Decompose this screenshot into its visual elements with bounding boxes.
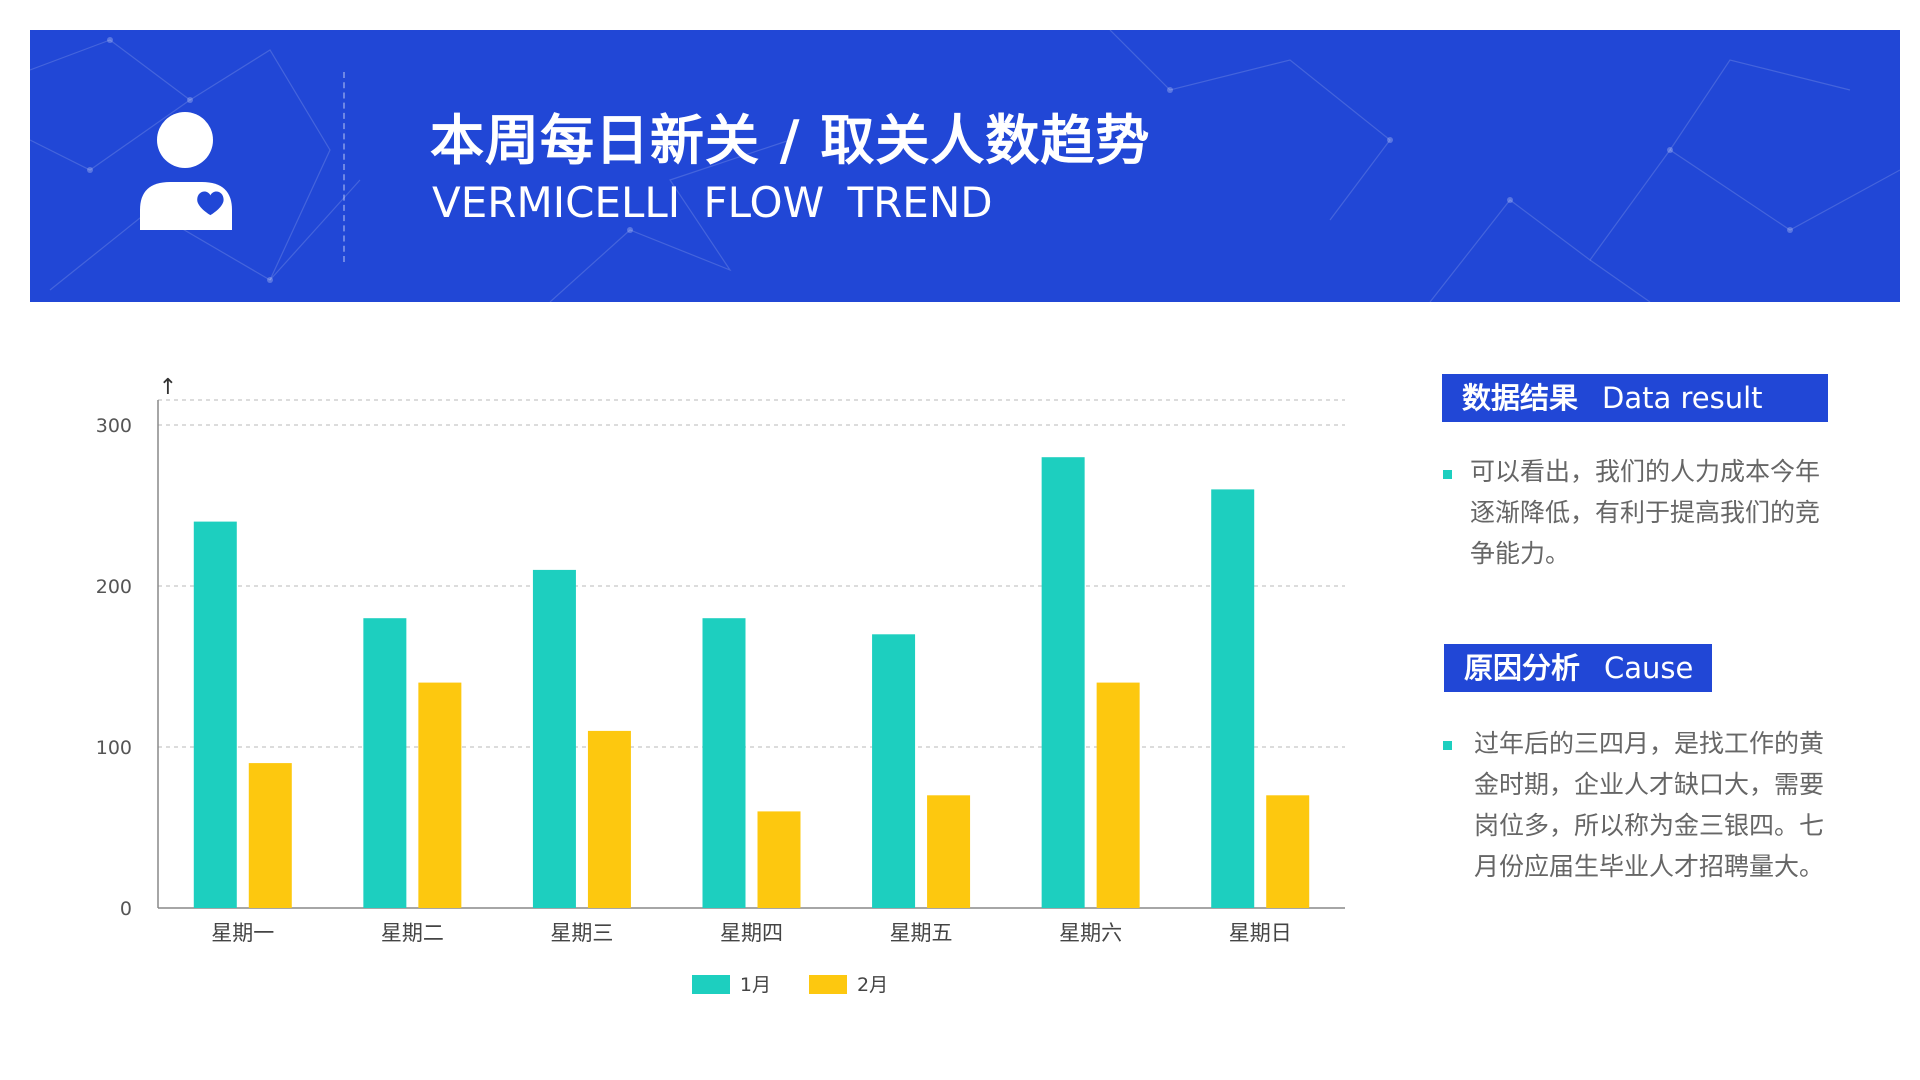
bullet-icon	[1443, 470, 1452, 479]
x-tick-label: 星期六	[1059, 921, 1122, 945]
bar-series-2	[418, 682, 462, 908]
chart-legend: 1月 2月	[0, 970, 1580, 997]
bar-series-1	[702, 618, 746, 908]
data-result-heading: 数据结果 Data result	[1442, 374, 1828, 422]
bar-series-1	[1041, 457, 1085, 908]
bar-series-1	[872, 634, 916, 908]
bar-chart: 0 100 200 300 ↑ 星期一 星期二 星期三 星期四 星期五 星期六 星期日	[96, 375, 1345, 945]
bar-series-2	[1266, 795, 1310, 908]
data-result-heading-en: Data result	[1602, 381, 1763, 415]
bar-series-2	[1096, 682, 1140, 908]
bar-series-1	[193, 521, 237, 908]
cause-text: 过年后的三四月，是找工作的黄金时期，企业人才缺口大，需要岗位多，所以称为金三银四…	[1474, 729, 1825, 881]
header-divider	[343, 72, 345, 262]
bar-series-2	[927, 795, 971, 908]
x-tick-label: 星期四	[720, 921, 783, 945]
page-subtitle: VERMICELLI FLOW TREND	[432, 178, 993, 227]
x-tick-label: 星期二	[381, 921, 444, 945]
bar-series-1	[363, 618, 407, 908]
cause-heading: 原因分析 Cause	[1444, 644, 1712, 692]
cause-heading-cn: 原因分析	[1464, 651, 1581, 685]
legend-swatch-series-2	[809, 975, 848, 994]
legend-label-series-2: 2月	[857, 974, 889, 996]
user-heart-icon	[140, 112, 232, 230]
y-tick-label: 300	[96, 415, 132, 437]
data-result-heading-cn: 数据结果	[1462, 381, 1579, 415]
x-tick-label: 星期日	[1229, 921, 1292, 945]
cause-heading-en: Cause	[1604, 651, 1694, 685]
x-tick-label: 星期三	[550, 921, 613, 945]
x-tick-label: 星期一	[211, 921, 274, 945]
bar-series-1	[532, 569, 576, 908]
network-background-decoration	[30, 30, 1900, 302]
y-axis-arrow: ↑	[159, 375, 177, 400]
data-result-text: 可以看出，我们的人力成本今年逐渐降低，有利于提高我们的竞争能力。	[1470, 457, 1821, 568]
bar-series-2	[587, 730, 631, 908]
y-tick-label: 200	[96, 576, 132, 598]
bullet-icon	[1443, 741, 1452, 750]
y-tick-label: 100	[96, 737, 132, 759]
legend-swatch-series-1	[691, 975, 730, 994]
legend-item-series-2: 2月	[809, 970, 888, 997]
legend-item-series-1: 1月	[691, 970, 771, 997]
header-banner: 本周每日新关 / 取关人数趋势 VERMICELLI FLOW TREND	[30, 30, 1900, 302]
legend-label-series-1: 1月	[739, 974, 771, 996]
bar-series-2	[757, 811, 801, 908]
x-tick-label: 星期五	[890, 921, 953, 945]
y-tick-label: 0	[120, 898, 132, 920]
bar-series-1	[1211, 489, 1255, 908]
bar-series-2	[248, 763, 292, 908]
page-title: 本周每日新关 / 取关人数趋势	[430, 109, 1151, 172]
